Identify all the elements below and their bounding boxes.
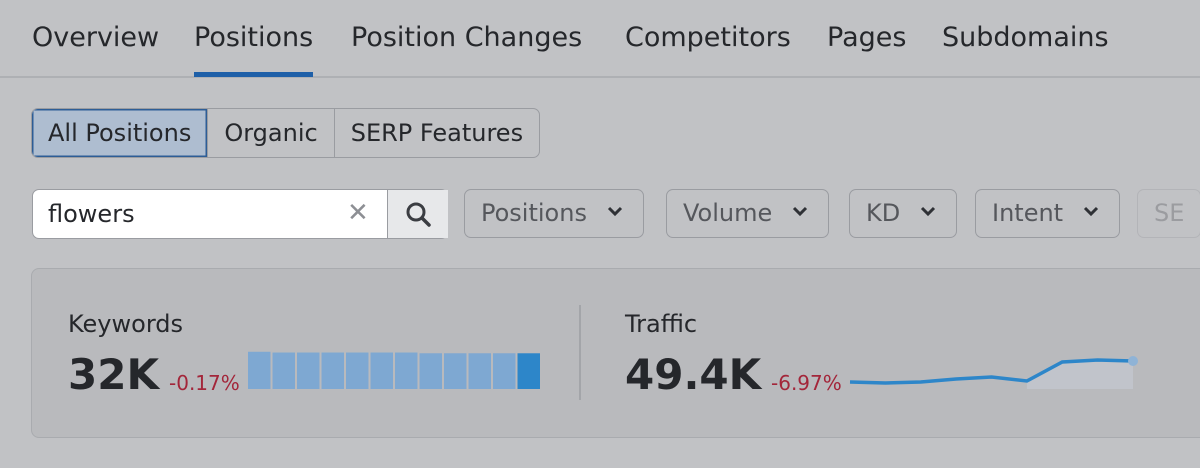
tab[interactable]: Subdomains [942,22,1109,53]
keyword-bar [395,352,418,389]
metric-label: Keywords [68,310,184,338]
traffic-area [1026,360,1133,389]
metric-value: 49.4K [625,350,762,399]
filter-dropdown[interactable]: Intent [975,189,1121,238]
metric-change: -0.17% [169,371,240,395]
keyword-bar [444,353,467,389]
clear-button[interactable]: ✕ [347,198,369,228]
search-input[interactable]: flowers [48,200,135,228]
keyword-bar [321,352,344,389]
keyword-bar [248,351,271,389]
tab[interactable]: Position Changes [351,22,583,53]
filter-dropdown[interactable]: SE [1137,189,1200,238]
keyword-bar [370,352,393,389]
segment-button[interactable]: SERP Features [350,119,524,147]
active-tab-underline [194,72,313,77]
tab[interactable]: Positions [194,22,314,53]
filter-dropdown[interactable]: Volume [666,189,830,238]
filter-dropdown[interactable]: Positions [464,189,644,238]
chevron [607,206,623,217]
filter-label: SE [1154,199,1185,227]
chevron [921,206,936,217]
filter-label: Positions [481,199,587,227]
keyword-bar [493,353,516,389]
segment-control[interactable]: All Positions Organic SERP Features [31,108,541,158]
tab[interactable]: Overview [32,22,160,53]
metric-label: Traffic [625,310,698,338]
segment-button[interactable]: Organic [208,109,335,157]
filter-label: Intent [992,199,1064,227]
metric-divider [579,305,581,400]
search-box[interactable]: flowers ✕ [32,189,448,239]
tab[interactable]: Pages [827,22,907,53]
search-button[interactable] [387,190,448,238]
keyword-bar [297,352,320,389]
chevron [1084,206,1099,217]
segment-button[interactable]: All Positions [32,109,209,157]
keyword-bar [419,353,442,389]
metric-value: 32K [68,350,159,399]
tab[interactable]: Competitors [625,22,791,53]
keyword-bar [346,352,369,389]
metric-change: -6.97% [771,371,842,395]
keyword-bar [468,353,491,389]
filter-dropdown[interactable]: KD [849,189,958,238]
traffic-endpoint [1128,356,1138,366]
summary-card [31,268,1200,438]
tab-divider [0,76,1200,78]
keyword-bar [517,353,540,389]
search-icon [406,202,431,227]
traffic-line [849,358,1134,385]
filter-label: KD [866,199,901,227]
chevron [793,206,808,217]
filter-label: Volume [683,199,773,227]
keyword-bar [272,352,295,389]
